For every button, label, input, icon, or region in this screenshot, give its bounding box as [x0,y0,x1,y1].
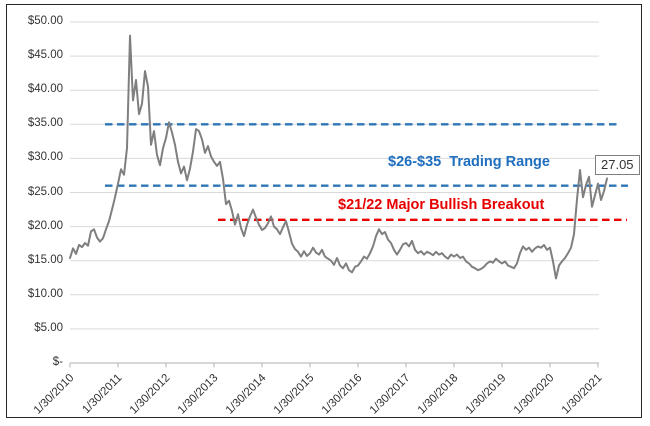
y-axis-label: $40.00 [27,83,63,96]
y-axis-label: $35.00 [27,117,63,130]
y-axis-label: $30.00 [27,151,63,164]
last-price-label: 27.05 [595,155,640,175]
y-axis-label: $45.00 [27,49,63,62]
y-axis-label: $5.00 [34,321,63,334]
y-axis-label: $25.00 [27,185,63,198]
y-axis-label: $10.00 [27,287,63,300]
breakout-annotation: $21/22 Major Bullish Breakout [338,197,545,213]
chart-border [6,4,642,418]
y-axis-label: $15.00 [27,253,63,266]
trading-range-annotation: $26-$35 Trading Range [388,154,550,170]
y-axis-label: $50.00 [27,15,63,27]
price-line [69,34,608,280]
y-axis-label: $- [52,356,63,368]
y-axis-label: $20.00 [27,219,63,232]
